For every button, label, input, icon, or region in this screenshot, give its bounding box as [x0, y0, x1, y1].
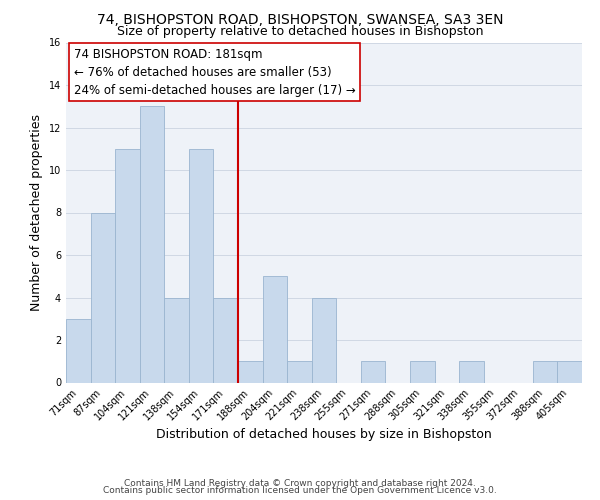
Text: Size of property relative to detached houses in Bishopston: Size of property relative to detached ho…	[117, 25, 483, 38]
Bar	[238, 361, 263, 382]
Bar	[361, 361, 385, 382]
Bar	[557, 361, 582, 382]
Bar	[263, 276, 287, 382]
Bar	[164, 298, 189, 382]
Text: 74 BISHOPSTON ROAD: 181sqm
← 76% of detached houses are smaller (53)
24% of semi: 74 BISHOPSTON ROAD: 181sqm ← 76% of deta…	[74, 48, 355, 96]
Bar	[312, 298, 336, 382]
Bar	[410, 361, 434, 382]
Bar	[287, 361, 312, 382]
Bar	[115, 149, 140, 382]
Y-axis label: Number of detached properties: Number of detached properties	[30, 114, 43, 311]
Bar	[533, 361, 557, 382]
Bar	[459, 361, 484, 382]
Text: Contains HM Land Registry data © Crown copyright and database right 2024.: Contains HM Land Registry data © Crown c…	[124, 478, 476, 488]
Text: Contains public sector information licensed under the Open Government Licence v3: Contains public sector information licen…	[103, 486, 497, 495]
X-axis label: Distribution of detached houses by size in Bishopston: Distribution of detached houses by size …	[156, 428, 492, 441]
Bar	[91, 212, 115, 382]
Text: 74, BISHOPSTON ROAD, BISHOPSTON, SWANSEA, SA3 3EN: 74, BISHOPSTON ROAD, BISHOPSTON, SWANSEA…	[97, 12, 503, 26]
Bar	[66, 319, 91, 382]
Bar	[140, 106, 164, 382]
Bar	[189, 149, 214, 382]
Bar	[214, 298, 238, 382]
